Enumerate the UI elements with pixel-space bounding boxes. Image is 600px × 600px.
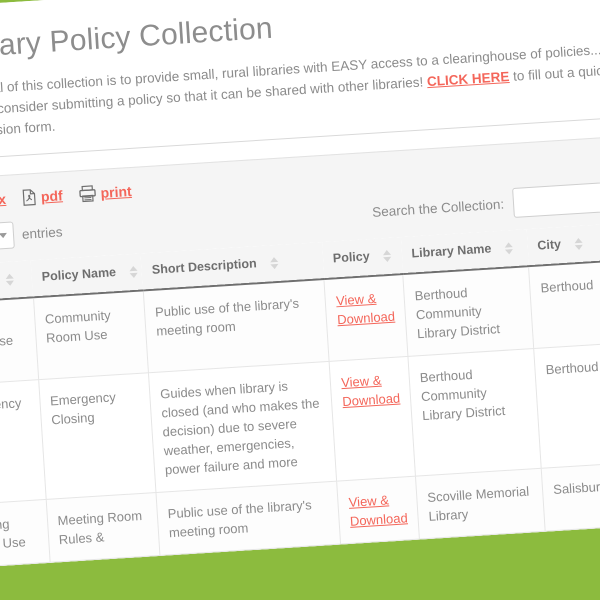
table-toolbar: xlsx pdf (0, 132, 600, 267)
cell-policy-name: Community Room Use (33, 290, 149, 380)
chevron-down-icon (0, 232, 8, 239)
cell-subject: Meeting Room Use (0, 499, 50, 569)
export-xlsx-button[interactable]: xlsx (0, 190, 7, 210)
column-header-library-name[interactable]: Library Name (400, 229, 529, 275)
column-header-policy[interactable]: Policy (321, 237, 403, 280)
sort-icon (269, 256, 279, 270)
cell-short-description: Guides when library is closed (and who m… (148, 361, 337, 493)
column-header-library-name-label: Library Name (411, 241, 492, 261)
export-pdf-button[interactable]: pdf (21, 186, 63, 207)
cell-policy: View & Download (329, 356, 416, 482)
cell-policy-name: Meeting Room Rules & (45, 492, 160, 563)
column-header-policy-name-label: Policy Name (41, 265, 117, 284)
cell-short-description: Public use of the library's meeting room (155, 481, 341, 556)
sort-icon (574, 237, 583, 250)
export-print-label: print (100, 182, 133, 201)
view-and-download-link[interactable]: View & Download (348, 492, 409, 529)
column-header-city-label: City (536, 237, 562, 253)
sort-icon (382, 249, 392, 262)
column-header-policy-label: Policy (332, 249, 371, 266)
export-pdf-label: pdf (40, 187, 64, 205)
search-control: Search the Collection: (371, 179, 600, 227)
cell-city: Berthoud (533, 343, 600, 469)
view-and-download-link[interactable]: View & Download (340, 372, 401, 410)
cell-library-name: Berthoud Community Library District (402, 266, 534, 357)
search-input[interactable] (512, 179, 600, 218)
policy-collection-table: Subject Policy Name Short Description (0, 219, 600, 569)
entries-label: entries (21, 223, 63, 242)
cell-policy: View & Download (324, 274, 409, 362)
entries-per-page-select[interactable]: 25 (0, 220, 15, 252)
pdf-document-icon (21, 188, 37, 207)
sort-icon (129, 265, 138, 278)
cell-short-description: Public use of the library's meeting room (143, 279, 330, 373)
search-label: Search the Collection: (371, 196, 505, 220)
cell-city: Berthoud (528, 260, 600, 349)
export-button-group: xlsx pdf (0, 150, 600, 211)
cell-policy-name: Emergency Closing (38, 372, 156, 500)
cell-library-name: Berthoud Community Library District (408, 348, 542, 477)
cell-city: Salisbury (541, 462, 600, 532)
column-header-city[interactable]: City (526, 223, 600, 267)
column-header-subject[interactable]: Subject (0, 260, 34, 304)
click-here-link[interactable]: CLICK HERE (426, 69, 510, 90)
page-length-control: 25 entries (0, 218, 63, 252)
view-and-download-link[interactable]: View & Download (335, 290, 396, 328)
column-header-short-description-label: Short Description (151, 256, 258, 277)
cell-library-name: Scoville Memorial Library (415, 468, 546, 540)
sort-icon (5, 273, 15, 286)
column-header-policy-name[interactable]: Policy Name (30, 253, 144, 298)
printer-icon (78, 184, 97, 203)
sort-icon (504, 241, 514, 255)
export-xlsx-label: xlsx (0, 190, 7, 209)
cell-policy: View & Download (336, 476, 420, 545)
export-print-button[interactable]: print (78, 182, 132, 203)
content-card: Library Policy Collection The goal of th… (0, 0, 600, 569)
cell-subject: Meeting Room Use (0, 297, 39, 386)
